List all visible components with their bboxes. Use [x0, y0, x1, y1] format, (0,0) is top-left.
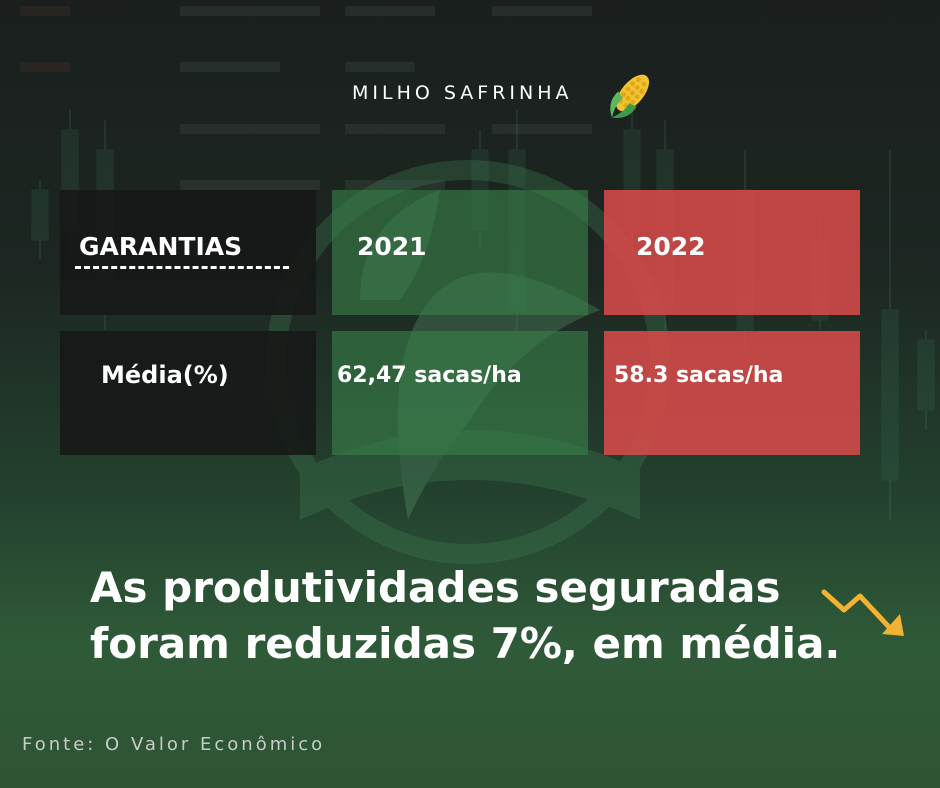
source-credit: Fonte: O Valor Econômico	[22, 734, 326, 755]
cell-year-2022: 2022	[604, 190, 860, 315]
cell-value-2021: 62,47 sacas/ha	[332, 331, 588, 455]
media-label: Média(%)	[101, 361, 229, 389]
header-title: MILHO SAFRINHA	[352, 82, 573, 104]
value-2021: 62,47 sacas/ha	[337, 363, 522, 388]
trend-down-icon	[821, 589, 904, 636]
corn-icon	[610, 74, 650, 118]
cell-media: Média(%)	[60, 331, 316, 455]
headline: As produtividades seguradas foram reduzi…	[90, 560, 840, 672]
value-2022: 58.3 sacas/ha	[614, 363, 784, 388]
garantias-underline	[75, 266, 289, 269]
headline-line-1: As produtividades seguradas	[90, 563, 781, 612]
cell-garantias: GARANTIAS	[60, 190, 316, 315]
cell-value-2022: 58.3 sacas/ha	[604, 331, 860, 455]
garantias-label: GARANTIAS	[79, 232, 243, 261]
year-2021-label: 2021	[357, 232, 427, 261]
cell-year-2021: 2021	[332, 190, 588, 315]
headline-line-2: foram reduzidas 7%, em média.	[90, 619, 841, 668]
year-2022-label: 2022	[636, 232, 706, 261]
